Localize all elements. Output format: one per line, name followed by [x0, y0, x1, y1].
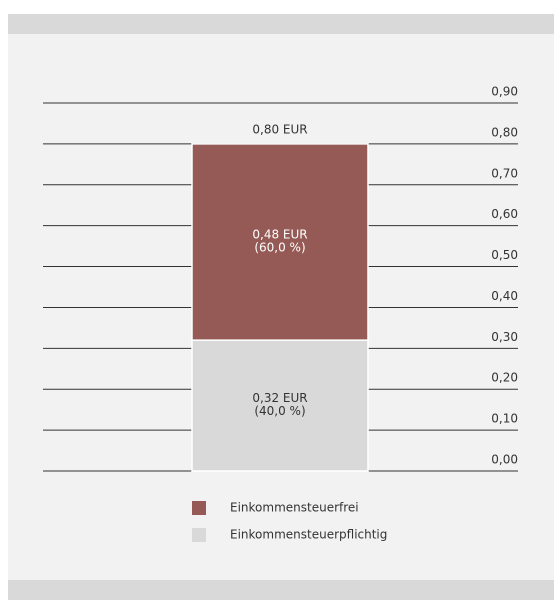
top-band [8, 14, 554, 34]
y-tick-label: 0,30 [491, 330, 518, 344]
y-tick-label: 0,10 [491, 412, 518, 426]
y-tick-label: 0,50 [491, 248, 518, 262]
bar-segment [191, 143, 369, 341]
y-tick-label: 0,70 [491, 166, 518, 180]
percent-label: (60,0 %) [254, 241, 305, 255]
legend-label: Einkommensteuerfrei [230, 501, 359, 515]
percent-label: (40,0 %) [254, 404, 305, 418]
bar-segment [191, 339, 369, 472]
legend-swatch [192, 501, 206, 515]
total-label: 0,80 EUR [252, 122, 307, 136]
y-tick-label: 0,90 [491, 85, 518, 99]
value-label: 0,32 EUR [252, 391, 307, 405]
value-label: 0,48 EUR [252, 228, 307, 242]
y-tick-label: 0,00 [491, 453, 518, 467]
y-tick-label: 0,40 [491, 289, 518, 303]
legend-swatch [192, 528, 206, 542]
bottom-band [8, 580, 554, 600]
y-tick-label: 0,20 [491, 371, 518, 385]
y-tick-label: 0,80 [491, 125, 518, 139]
legend-label: Einkommensteuerpflichtig [230, 528, 387, 542]
y-tick-label: 0,60 [491, 207, 518, 221]
